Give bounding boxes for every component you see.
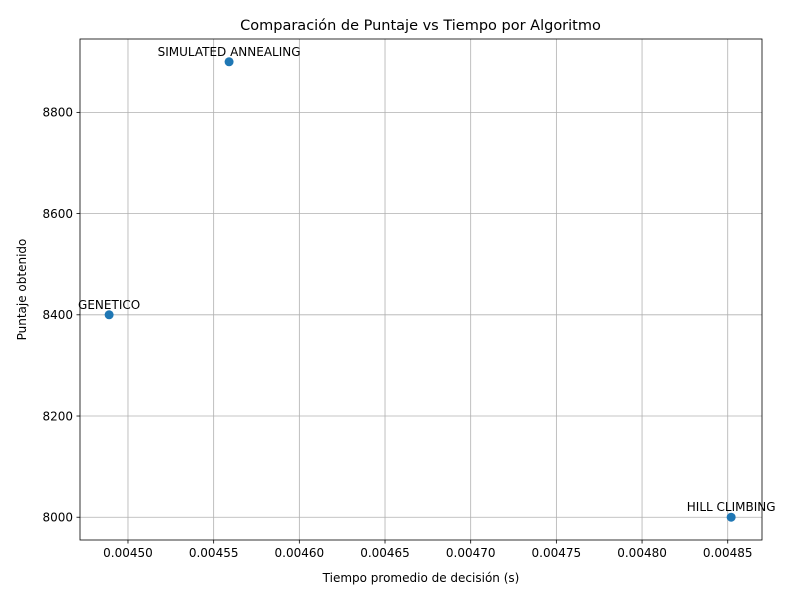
- y-tick-label: 8000: [42, 511, 73, 525]
- x-tick-label: 0.00460: [275, 546, 325, 560]
- scatter-point: [224, 57, 234, 67]
- y-tick-label: 8600: [42, 207, 73, 221]
- data-points: [104, 57, 736, 522]
- x-axis-ticks: 0.00450 0.00455 0.00460 0.00465 0.00470 0.004…: [103, 540, 753, 560]
- x-tick-label: 0.00465: [360, 546, 410, 560]
- x-tick-label: 0.00455: [189, 546, 239, 560]
- chart-title: Comparación de Puntaje vs Tiempo por Alg…: [240, 18, 601, 34]
- point-label: SIMULATED ANNEALING: [158, 45, 301, 59]
- x-axis-label: Tiempo promedio de decisión (s): [322, 571, 520, 585]
- y-axis-ticks: 8000 8200 8400 8600 8800: [42, 106, 80, 525]
- point-annotations: SIMULATED ANNEALING GENETICO HILL CLIMBING: [78, 45, 775, 514]
- grid-lines: [80, 39, 762, 540]
- scatter-point: [104, 310, 114, 320]
- plot-area-frame: [79, 38, 763, 541]
- x-tick-label: 0.00475: [532, 546, 582, 560]
- x-tick-label: 0.00470: [446, 546, 496, 560]
- point-label: GENETICO: [78, 298, 140, 312]
- x-tick-label: 0.00480: [617, 546, 667, 560]
- y-tick-label: 8200: [42, 409, 73, 423]
- x-tick-label: 0.00485: [703, 546, 753, 560]
- point-label: HILL CLIMBING: [687, 500, 776, 514]
- y-tick-label: 8800: [42, 106, 73, 120]
- x-tick-label: 0.00450: [103, 546, 153, 560]
- y-axis-label: Puntaje obtenido: [15, 239, 29, 341]
- y-tick-label: 8400: [42, 308, 73, 322]
- scatter-point: [726, 512, 736, 522]
